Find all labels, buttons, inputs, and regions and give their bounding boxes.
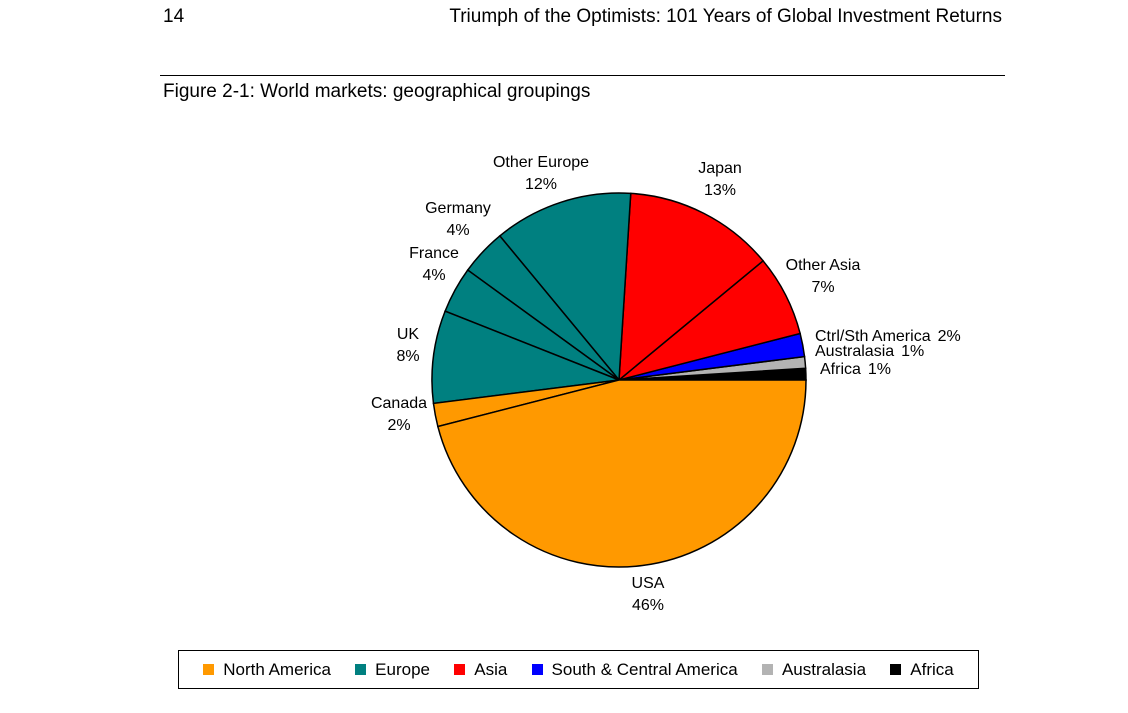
legend-item-australasia: Australasia [761, 659, 867, 680]
running-header: Triumph of the Optimists: 101 Years of G… [449, 6, 1002, 27]
slice-label-france: France 4% [409, 245, 459, 284]
pie-chart: Africa 1%Australasia 1%Ctrl/Sth America 2% O… [371, 154, 961, 614]
slice-label-japan: Japan 13% [698, 160, 742, 199]
header-rule [160, 75, 1005, 76]
legend-swatch [355, 664, 367, 675]
legend-swatch [454, 664, 466, 675]
slice-label-ctrl-sth-america: Ctrl/Sth America 2% [815, 328, 961, 345]
legend-label: Africa [910, 659, 954, 679]
figure-caption: Figure 2-1: World markets: geographical … [163, 81, 591, 102]
legend-label: Europe [375, 659, 430, 679]
pie-slice-uk [431, 310, 620, 405]
slice-label-uk: UK 8% [396, 326, 419, 365]
legend-item-asia: Asia [454, 660, 507, 680]
pie-slice-japan [618, 192, 765, 382]
chart-legend: North America Europe Asia South & Central A… [178, 650, 979, 689]
legend-label: South & Central America [551, 659, 738, 679]
pie-slice-usa [436, 379, 807, 568]
legend-item-north-america: North America [203, 660, 331, 680]
legend-item-south-central-america: South & Central America [531, 659, 738, 680]
legend-item-europe: Europe [355, 660, 430, 680]
slice-label-germany: Germany 4% [425, 200, 491, 239]
slice-label-australasia: Australasia 1% [815, 343, 924, 360]
legend-label: North America [223, 659, 331, 679]
legend-swatch [761, 664, 773, 675]
legend-label: Australasia [781, 659, 867, 679]
legend-item-africa: Africa [890, 659, 954, 680]
page-number: 14 [163, 6, 185, 27]
slice-label-other-asia: Other Asia 7% [786, 257, 861, 296]
slice-label-canada: Canada 2% [371, 395, 427, 434]
slice-label-other-europe: Other Europe 12% [493, 154, 589, 193]
legend-swatch [203, 664, 215, 675]
slice-label-usa: USA 46% [632, 575, 665, 614]
slice-label-africa: Africa 1% [820, 361, 891, 378]
legend-swatch [531, 664, 543, 675]
pie-slice-other-europe [498, 192, 632, 382]
legend-label: Asia [474, 659, 508, 679]
legend-swatch [890, 664, 902, 675]
